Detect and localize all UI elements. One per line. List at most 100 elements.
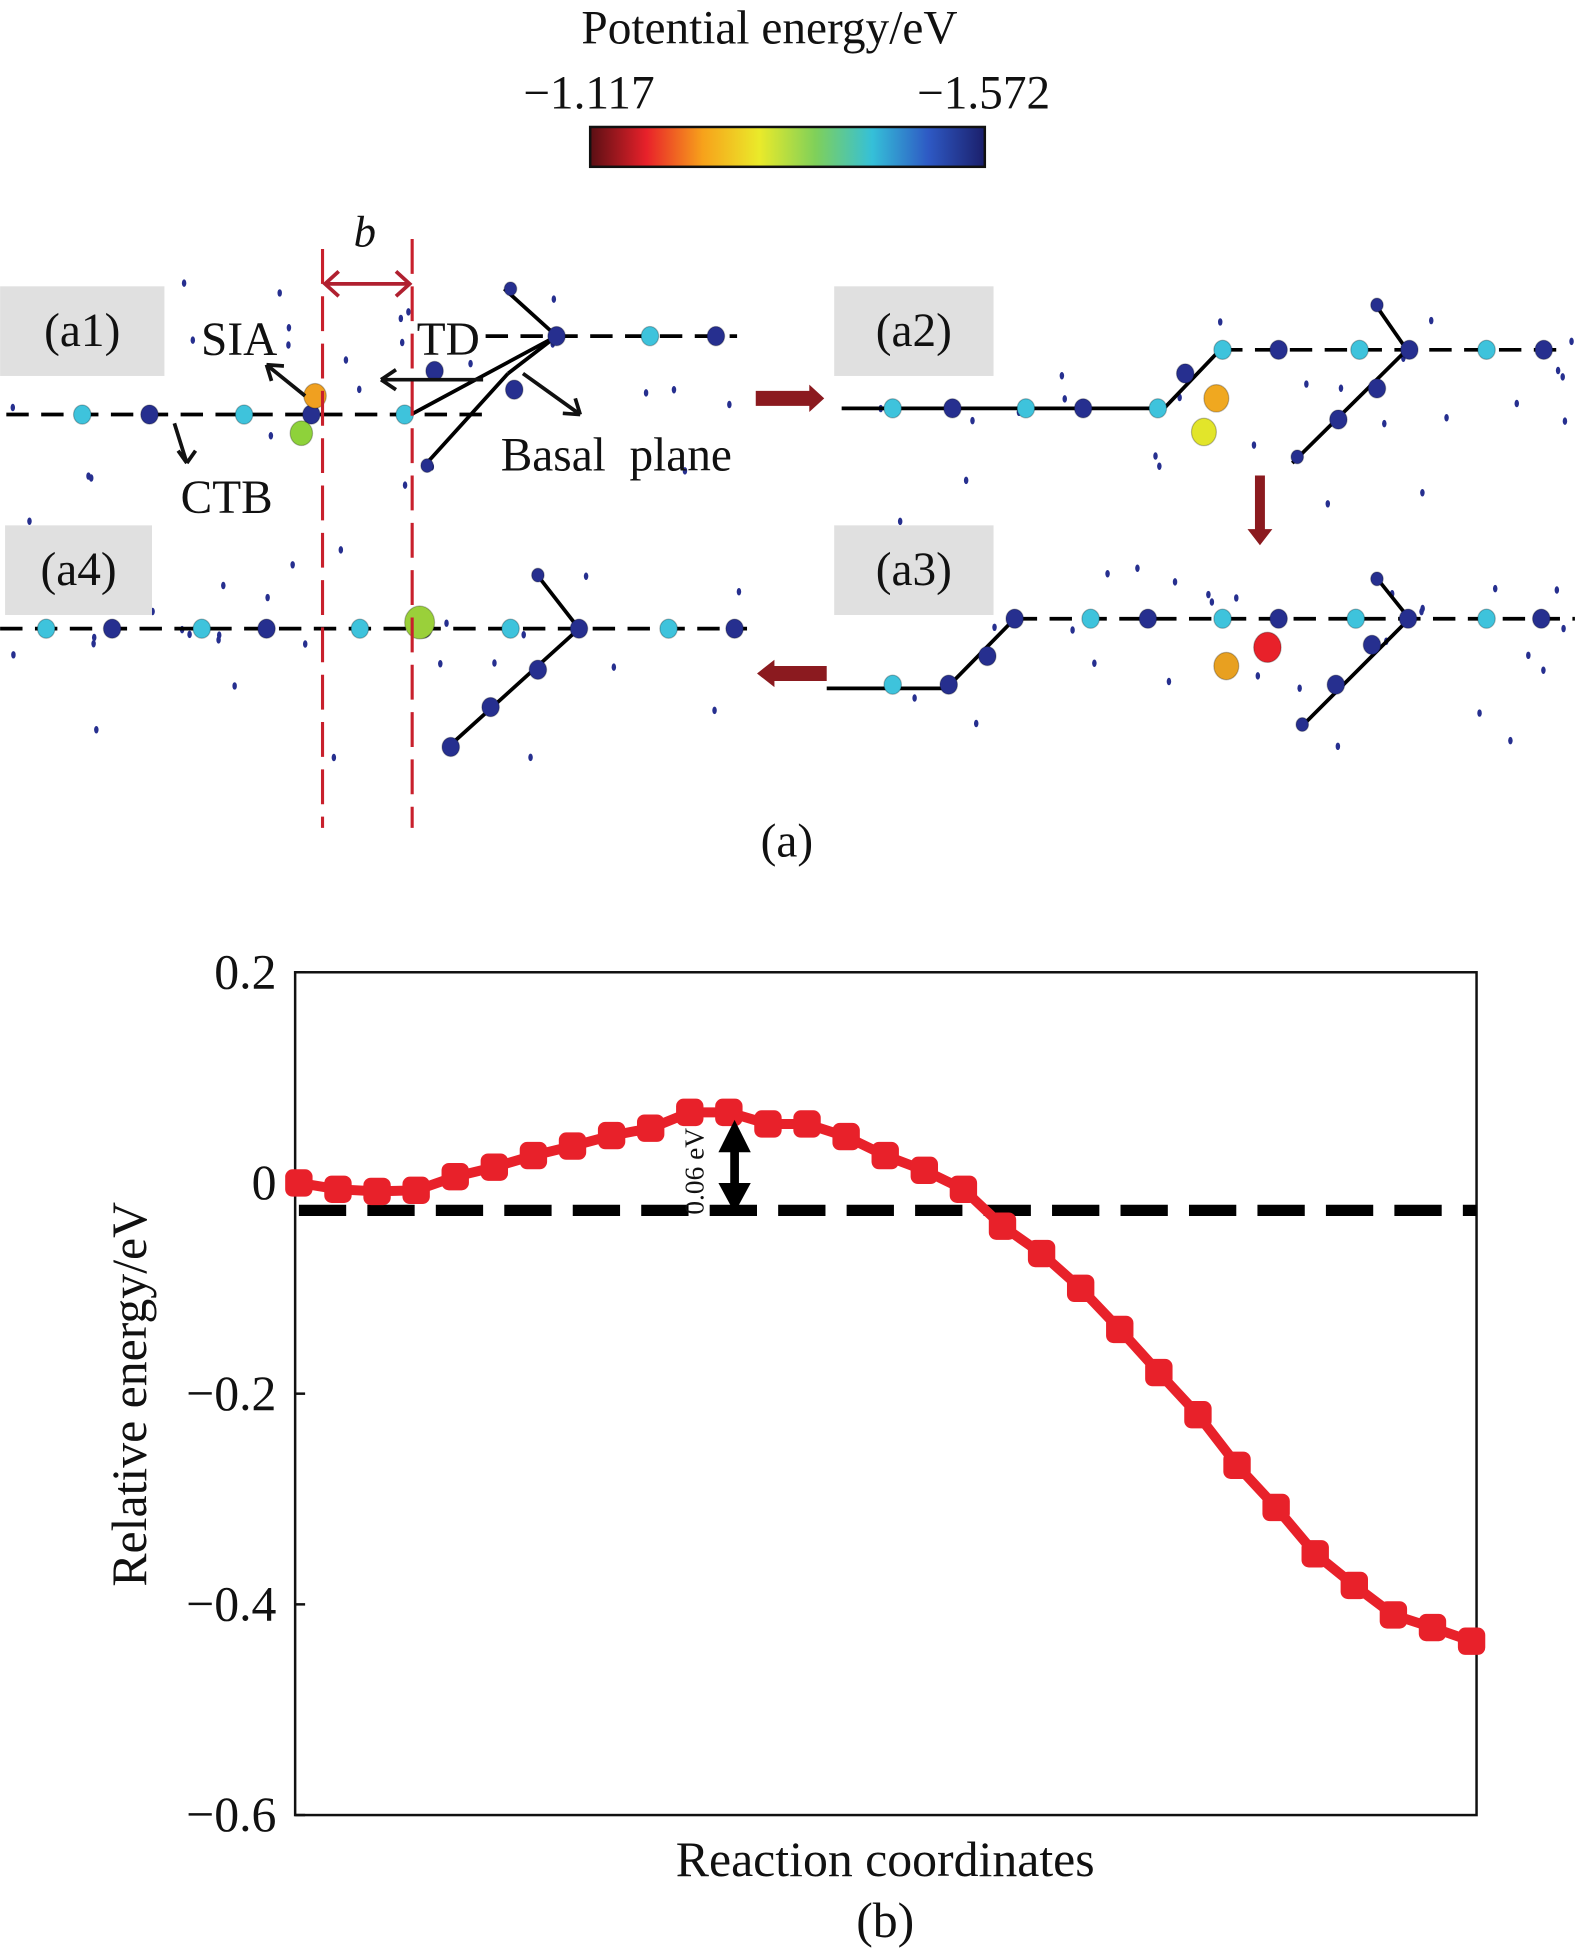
colorbar-title: Potential energy/eV	[581, 3, 957, 55]
atom	[1203, 384, 1230, 413]
background-atom	[1541, 666, 1546, 674]
background-atom	[398, 314, 404, 323]
atom	[420, 458, 434, 474]
background-atom	[736, 587, 742, 596]
energy-chart: 0.2 0 −0.2 −0.4 −0.6 0.06 eV Relative energy…	[102, 944, 1486, 1948]
background-atom	[551, 295, 557, 303]
background-atom	[1492, 584, 1498, 593]
data-point	[558, 1132, 587, 1160]
data-point	[1457, 1627, 1486, 1655]
twin-step-line	[506, 334, 558, 375]
background-atom	[232, 682, 237, 690]
atom	[1346, 608, 1366, 629]
panel-a1-label: (a1)	[44, 305, 120, 357]
background-atom	[1382, 419, 1387, 428]
barrier-arrow-down-icon	[718, 1182, 751, 1213]
background-atom	[221, 581, 226, 590]
background-atom	[1562, 417, 1568, 425]
data-point	[1340, 1571, 1368, 1600]
atom	[1213, 651, 1240, 681]
background-atom	[1420, 488, 1425, 497]
atom	[1367, 378, 1387, 399]
atom	[1213, 608, 1232, 629]
atom	[481, 696, 500, 718]
panel-a2-label: (a2)	[876, 305, 952, 357]
twin-step-line	[410, 334, 558, 417]
arrow-a2-to-a3-icon	[1247, 475, 1273, 546]
atom	[1269, 608, 1288, 629]
atom	[640, 325, 660, 347]
background-atom	[1444, 414, 1449, 422]
data-point	[754, 1110, 782, 1138]
data-point	[676, 1098, 704, 1127]
background-atom	[406, 308, 411, 316]
data-point	[949, 1175, 978, 1203]
process-arrows	[755, 384, 1273, 688]
background-atom	[1560, 373, 1565, 381]
atom	[1398, 608, 1418, 629]
y-tick-label: −0.6	[186, 1787, 276, 1842]
atom	[1531, 608, 1551, 629]
twin-step-line	[503, 287, 558, 338]
background-atom	[492, 659, 497, 667]
atom	[659, 618, 678, 639]
background-atom	[643, 389, 649, 397]
background-atom	[1255, 672, 1261, 680]
y-tick-label: 0.2	[214, 944, 276, 999]
data-point	[1301, 1540, 1329, 1568]
atom	[1362, 634, 1382, 656]
background-atom	[187, 630, 192, 639]
background-atom	[438, 660, 443, 668]
background-atom	[1234, 594, 1239, 602]
twin-step-line	[447, 627, 581, 749]
atom	[257, 618, 276, 639]
data-point	[1145, 1358, 1173, 1387]
background-atom	[1172, 578, 1178, 586]
data-point	[1184, 1401, 1212, 1429]
background-atom	[1135, 564, 1140, 573]
annotation-arrows	[172, 362, 583, 465]
data-point	[1027, 1239, 1056, 1268]
background-atom	[1526, 651, 1531, 660]
data-point	[1066, 1274, 1095, 1303]
atom	[883, 674, 903, 695]
atom	[1190, 417, 1217, 447]
background-atom	[216, 631, 222, 639]
atom	[1175, 363, 1195, 384]
atom	[503, 281, 518, 297]
data-point	[832, 1122, 860, 1151]
panel-a1-label-box	[0, 286, 165, 376]
twin-step-line	[1374, 303, 1409, 351]
background-atom	[1105, 570, 1110, 578]
data-point	[636, 1114, 665, 1142]
atom	[547, 325, 566, 347]
background-atom	[94, 726, 99, 734]
atom	[1295, 717, 1310, 732]
atom	[569, 618, 589, 639]
background-atom	[521, 631, 526, 639]
atom	[1534, 339, 1554, 361]
background-atom	[712, 706, 717, 715]
figure-a-caption: (a)	[761, 815, 814, 867]
atom	[1370, 571, 1384, 587]
colorbar-left-label: −1.117	[523, 67, 654, 119]
atom	[1326, 674, 1346, 695]
background-atom	[286, 341, 291, 349]
panel-a4-label: (a4)	[40, 544, 116, 596]
background-atom	[973, 719, 979, 728]
background-atom	[1419, 607, 1424, 616]
data-point	[480, 1153, 509, 1181]
background-atom	[1062, 395, 1067, 403]
atom	[102, 618, 122, 639]
background-atom	[963, 476, 969, 485]
atom	[1399, 339, 1419, 361]
atom	[404, 605, 436, 640]
atom	[528, 659, 548, 680]
figure-b-caption: (b)	[856, 1893, 914, 1948]
twin-step-line	[1290, 348, 1409, 465]
atom	[1253, 631, 1282, 664]
background-atom	[1209, 598, 1215, 606]
y-axis: 0.2 0 −0.2 −0.4 −0.6	[186, 944, 306, 1842]
background-atom	[897, 517, 903, 526]
